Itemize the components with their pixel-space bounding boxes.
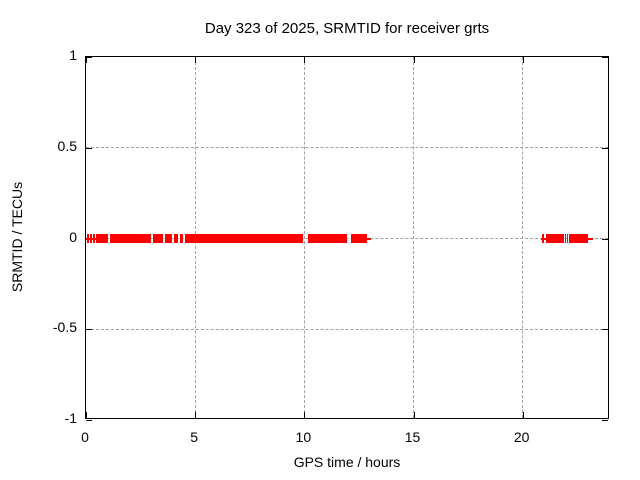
y-tick-left [86, 147, 92, 149]
data-point [90, 234, 93, 243]
chart-title: Day 323 of 2025, SRMTID for receiver grt… [204, 20, 490, 37]
y-tick-left [86, 420, 92, 421]
data-segment [179, 234, 183, 243]
data-segment [564, 234, 566, 243]
x-tick-top [522, 57, 524, 63]
y-grid-line [86, 328, 608, 330]
y-tick-right [602, 238, 608, 240]
data-segment [96, 234, 109, 243]
y-tick-right [602, 420, 608, 421]
y-axis-label: SRMTID / TECUs [9, 181, 25, 293]
data-segment [566, 234, 568, 243]
x-tick-bottom [195, 412, 197, 418]
data-segment [546, 234, 564, 243]
data-segment [366, 237, 371, 240]
data-segment [165, 234, 173, 243]
y-tick-left [86, 57, 92, 58]
x-grid-line [522, 57, 524, 418]
x-tick-bottom [86, 412, 87, 418]
data-point [86, 234, 89, 243]
y-tick-label: -1 [64, 410, 77, 426]
y-tick-left [86, 329, 92, 331]
data-segment [351, 234, 367, 243]
data-segment [308, 234, 348, 243]
x-axis-label: GPS time / hours [293, 454, 401, 470]
y-tick-right [602, 329, 608, 331]
y-tick-right [602, 147, 608, 149]
data-segment [587, 237, 593, 240]
data-segment [568, 234, 588, 243]
data-point [93, 234, 96, 243]
x-tick-label: 10 [295, 429, 312, 445]
data-point [541, 234, 544, 243]
x-grid-line [413, 57, 414, 418]
x-tick-bottom [304, 412, 306, 418]
y-tick-right [602, 57, 608, 58]
plot-area [85, 56, 609, 421]
x-grid-line [303, 57, 305, 418]
data-segment [110, 234, 152, 243]
x-tick-label: 15 [404, 429, 421, 445]
y-tick-label: 0 [69, 228, 77, 245]
x-tick-label: 0 [81, 429, 89, 445]
x-tick-label: 5 [190, 429, 199, 445]
x-tick-top [195, 57, 197, 63]
y-tick-label: 0.5 [57, 137, 77, 154]
data-segment [173, 234, 178, 243]
y-grid-line [86, 147, 608, 149]
x-tick-bottom [413, 412, 415, 418]
x-tick-bottom [522, 412, 524, 418]
y-tick-label: -0.5 [52, 319, 77, 336]
data-segment [153, 234, 164, 243]
data-segment [184, 234, 303, 243]
x-tick-label: 20 [513, 429, 530, 445]
x-tick-top [304, 57, 306, 63]
y-tick-label: 1 [69, 47, 77, 63]
x-tick-top [86, 57, 87, 63]
x-tick-top [413, 57, 415, 63]
